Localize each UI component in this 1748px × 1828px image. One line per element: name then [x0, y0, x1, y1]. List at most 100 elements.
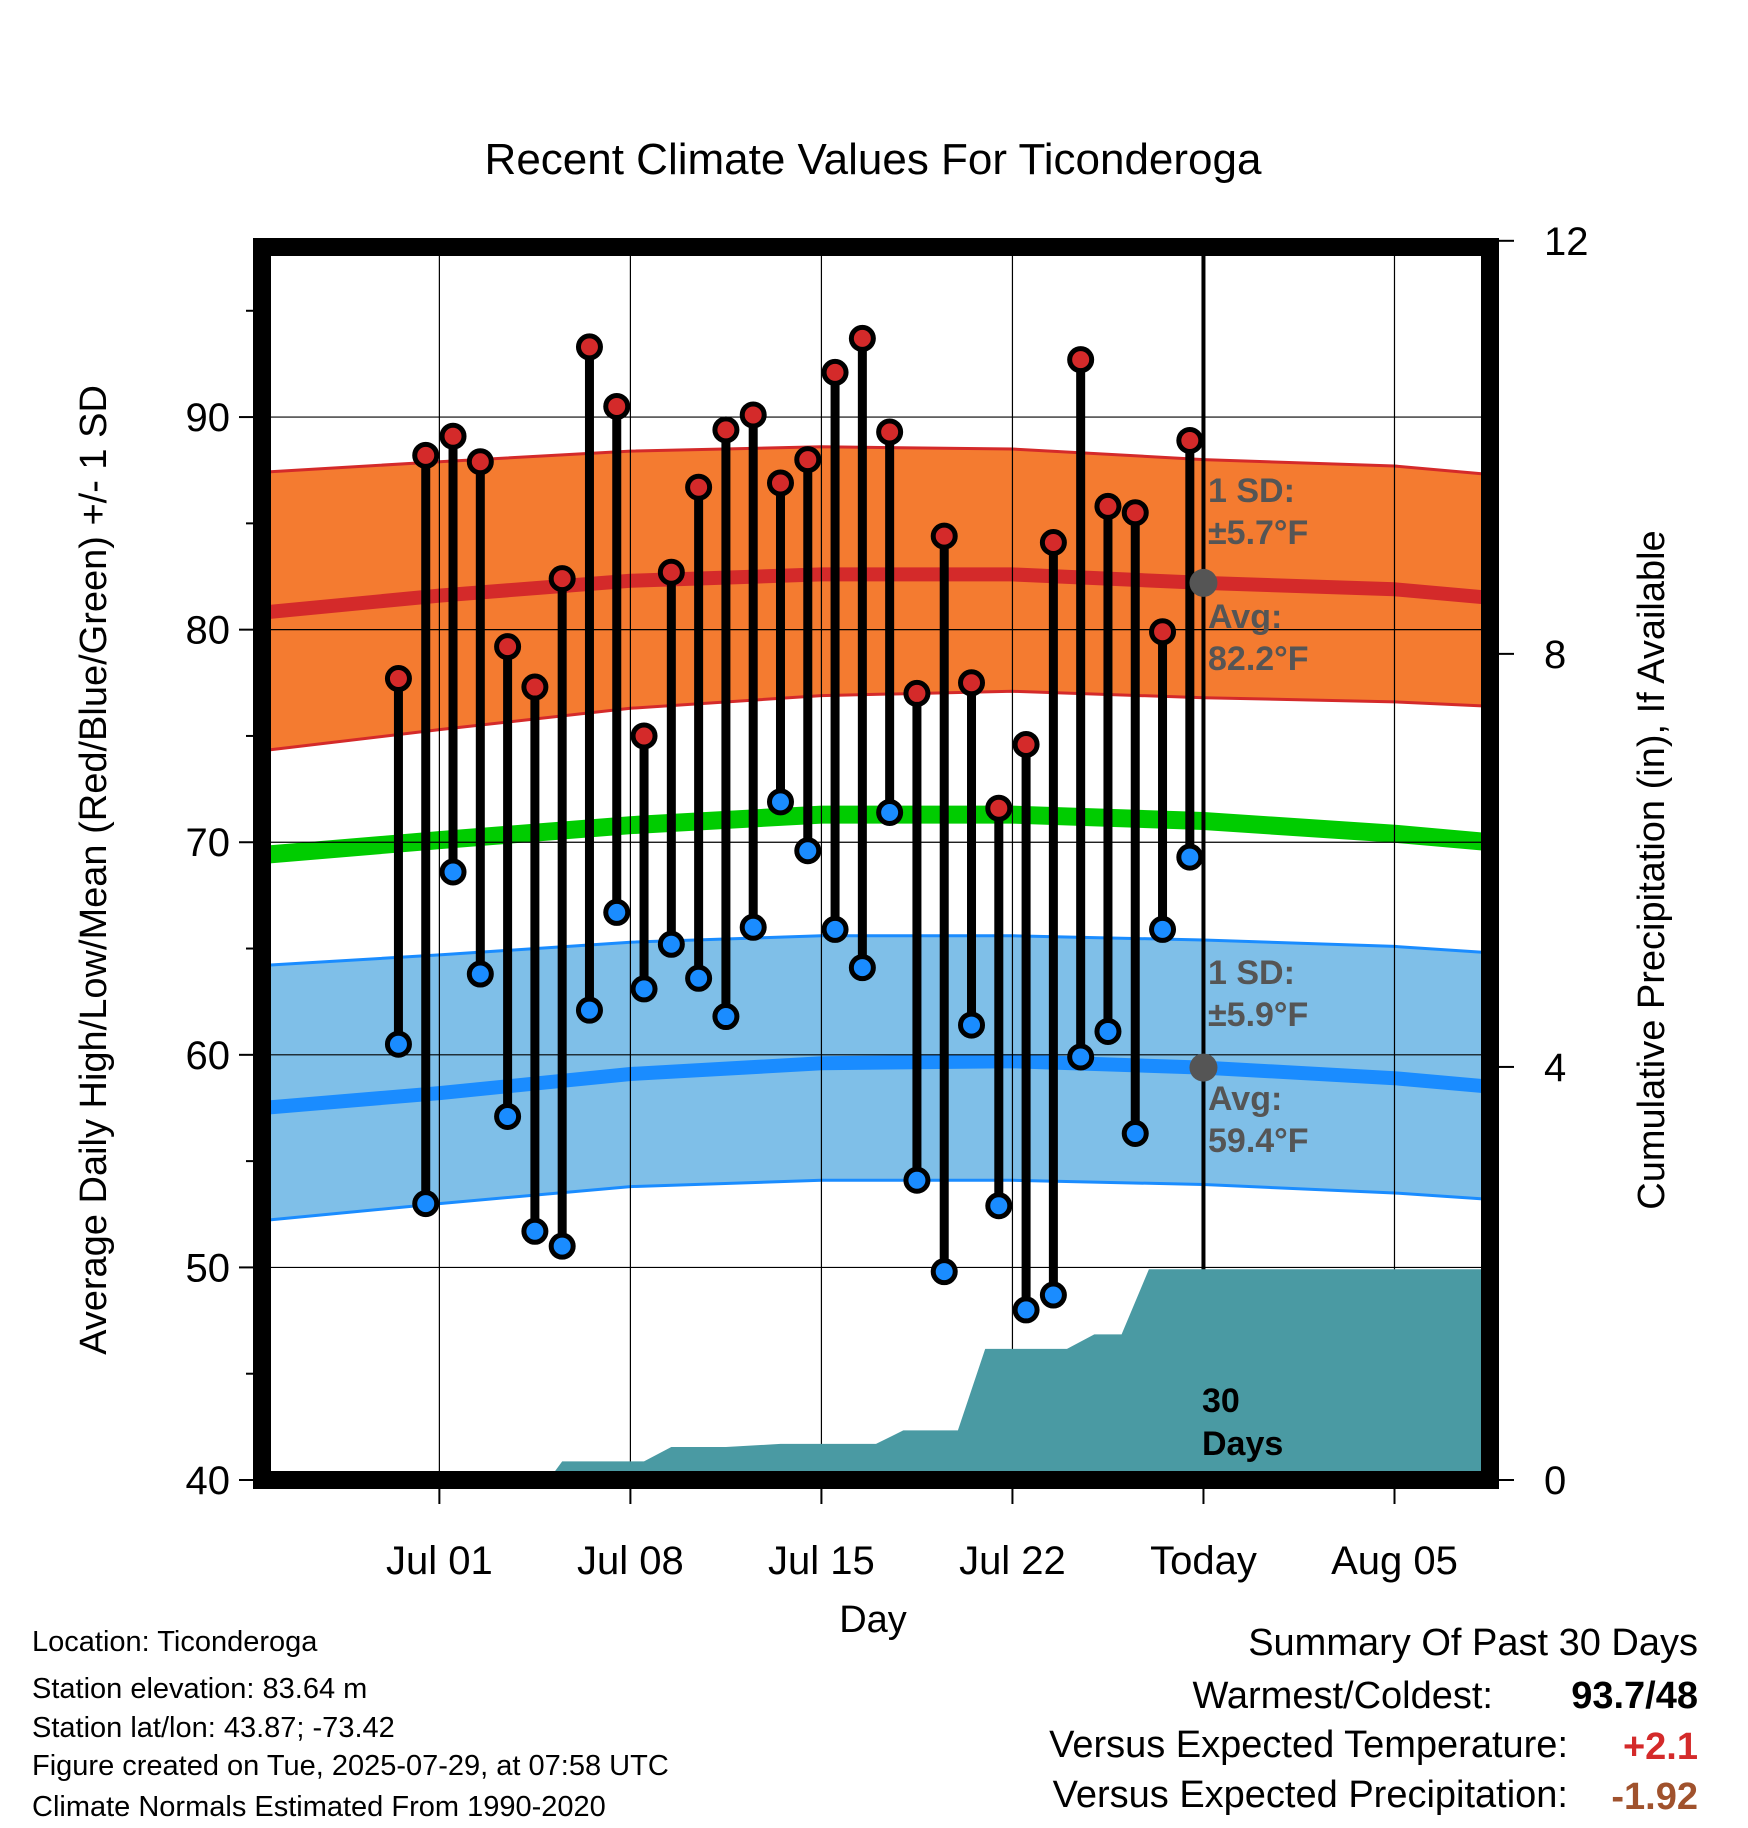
daily-low-point	[766, 788, 794, 816]
daily-low-point	[1039, 1281, 1067, 1309]
y2-tick-label: 8	[1544, 633, 1566, 677]
mean-normal-line	[261, 805, 1491, 864]
summary-temp-value: +2.1	[1622, 1726, 1698, 1768]
daily-high-point	[958, 669, 986, 697]
daily-low-point	[1094, 1017, 1122, 1045]
high-sd-value: ±5.7°F	[1208, 514, 1308, 552]
high-normal-line	[261, 567, 1491, 620]
daily-low-point	[1149, 915, 1177, 943]
daily-high-point	[876, 418, 904, 446]
daily-high-point	[630, 722, 658, 750]
daily-high-point	[712, 416, 740, 444]
x-axis-ticks: Jul 01 Jul 08 Jul 15 Jul 22 Today Aug 05	[386, 1489, 1458, 1583]
info-elevation: Station elevation: 83.64 m	[32, 1673, 368, 1705]
daily-high-point	[848, 324, 876, 352]
daily-low-point	[603, 898, 631, 926]
high-avg-today-marker	[1189, 568, 1218, 597]
y-tick-label: 50	[186, 1246, 231, 1290]
daily-high-point	[1039, 528, 1067, 556]
info-location: Location: Ticonderoga	[32, 1626, 318, 1658]
daily-high-point	[1149, 618, 1177, 646]
y2-tick-label: 0	[1544, 1459, 1566, 1503]
daily-high-point	[1094, 492, 1122, 520]
x-tick-label: Jul 01	[386, 1539, 493, 1583]
y2-tick-label: 4	[1544, 1046, 1566, 1090]
days-label-number: 30	[1202, 1382, 1240, 1420]
daily-low-point	[1067, 1043, 1095, 1071]
daily-low-point	[548, 1232, 576, 1260]
precip-area	[262, 1269, 1490, 1480]
x-axis-label: Day	[839, 1599, 907, 1641]
daily-low-point	[630, 975, 658, 1003]
daily-high-point	[930, 522, 958, 550]
y-axis-label-right: Cumulative Precipitation (in), If Availa…	[1631, 530, 1673, 1209]
summary-precip-label: Versus Expected Precipitation:	[1052, 1774, 1568, 1816]
low-sd-label: 1 SD:	[1208, 954, 1295, 992]
x-tick-label: Jul 15	[768, 1539, 875, 1583]
daily-low-point	[848, 954, 876, 982]
daily-low-point	[739, 913, 767, 941]
daily-high-point	[766, 469, 794, 497]
high-avg-value: 82.2°F	[1208, 640, 1309, 678]
high-sd-label: 1 SD:	[1208, 472, 1295, 510]
daily-high-point	[1176, 426, 1204, 454]
x-tick-label: Jul 08	[577, 1539, 684, 1583]
low-avg-value: 59.4°F	[1208, 1122, 1309, 1160]
daily-markers	[384, 324, 1218, 1324]
chart-title: Recent Climate Values For Ticonderoga	[485, 135, 1262, 184]
daily-high-point	[412, 441, 440, 469]
high-sd-band	[262, 446, 1490, 751]
summary-precip-value: -1.92	[1611, 1776, 1698, 1818]
daily-low-point	[958, 1011, 986, 1039]
low-avg-label: Avg:	[1208, 1080, 1282, 1118]
daily-low-point	[1176, 843, 1204, 871]
daily-low-point	[466, 960, 494, 988]
x-tick-label: Aug 05	[1331, 1539, 1458, 1583]
y-tick-label: 70	[186, 821, 231, 865]
daily-high-point	[1012, 730, 1040, 758]
daily-high-point	[985, 794, 1013, 822]
low-sd-value: ±5.9°F	[1208, 996, 1308, 1034]
plot-frame	[253, 238, 1499, 1489]
info-latlon: Station lat/lon: 43.87; -73.42	[32, 1712, 395, 1744]
summary-temp-label: Versus Expected Temperature:	[1049, 1724, 1568, 1766]
daily-low-point	[575, 996, 603, 1024]
x-tick-label: Today	[1150, 1539, 1257, 1583]
info-created: Figure created on Tue, 2025-07-29, at 07…	[32, 1750, 669, 1782]
daily-stems	[393, 338, 1195, 1310]
info-normals: Climate Normals Estimated From 1990-2020	[32, 1791, 606, 1823]
x-tick-label: Jul 22	[959, 1539, 1066, 1583]
y-tick-label: 90	[186, 396, 231, 440]
daily-high-point	[384, 665, 412, 693]
summary-warmest-value: 93.7/48	[1571, 1675, 1698, 1717]
daily-low-point	[930, 1258, 958, 1286]
daily-low-point	[1121, 1119, 1149, 1147]
y-tick-label: 60	[186, 1034, 231, 1078]
daily-low-point	[685, 964, 713, 992]
daily-low-point	[1012, 1296, 1040, 1324]
daily-high-point	[903, 679, 931, 707]
daily-low-point	[985, 1192, 1013, 1220]
daily-low-point	[821, 915, 849, 943]
daily-high-point	[603, 392, 631, 420]
y-tick-label: 80	[186, 609, 231, 653]
normal-bands	[261, 445, 1491, 1223]
daily-high-point	[657, 558, 685, 586]
daily-high-point	[521, 673, 549, 701]
daily-low-point	[494, 1102, 522, 1130]
daily-high-point	[1067, 346, 1095, 374]
daily-low-point	[712, 1003, 740, 1031]
daily-high-point	[466, 448, 494, 476]
daily-low-point	[903, 1166, 931, 1194]
left-axis-ticks: 40 50 60 70 80 90	[186, 309, 253, 1503]
daily-high-point	[575, 333, 603, 361]
daily-high-point	[821, 358, 849, 386]
precip-cumulative-area	[262, 1269, 1490, 1480]
summary-warmest-label: Warmest/Coldest:	[1192, 1675, 1493, 1717]
high-avg-label: Avg:	[1208, 598, 1282, 636]
y-axis-label-left: Average Daily High/Low/Mean (Red/Blue/Gr…	[73, 385, 115, 1355]
daily-high-point	[548, 565, 576, 593]
daily-low-point	[412, 1190, 440, 1218]
daily-high-point	[794, 446, 822, 474]
